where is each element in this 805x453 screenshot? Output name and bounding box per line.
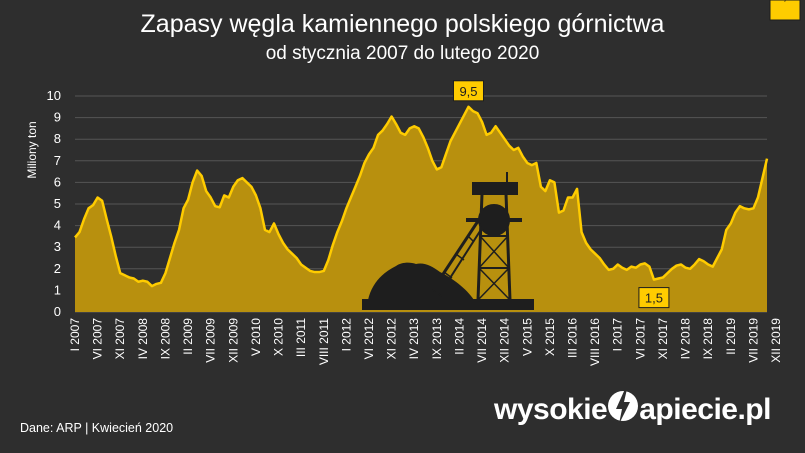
x-tick-label: VI 2012 xyxy=(362,318,376,360)
x-tick-label: VII 2019 xyxy=(746,318,760,363)
x-tick-label: XII 2019 xyxy=(769,318,783,363)
coal-mine-headframe-icon xyxy=(362,172,534,310)
value-callout: 9,5 xyxy=(452,80,484,102)
callout-label: 9,5 xyxy=(459,84,477,99)
x-tick-label: I 2017 xyxy=(611,318,625,352)
brand-left-text: wysokie xyxy=(494,393,608,426)
x-tick-label: II 2019 xyxy=(724,318,738,355)
y-tick-label: 2 xyxy=(54,261,61,276)
callout-box xyxy=(452,80,484,102)
x-tick-label: XI 2017 xyxy=(656,318,670,360)
series-area xyxy=(75,106,767,312)
y-tick-label: 4 xyxy=(54,218,61,233)
data-source-note: Dane: ARP | Kwiecień 2020 xyxy=(20,421,174,435)
callout-label: 1,5 xyxy=(645,291,663,306)
series-line xyxy=(74,105,769,288)
x-tick-label: I 2007 xyxy=(68,318,82,352)
y-tick-label: 5 xyxy=(54,196,61,211)
y-tick-label: 8 xyxy=(54,131,61,146)
x-tick-label: II 2014 xyxy=(452,318,466,355)
x-tick-labels: I 2007 VI 2007 XI 2007 IV 2008 IX 2008 II 200… xyxy=(68,318,783,366)
x-tick-label: XII 2014 xyxy=(498,318,512,363)
callout-box xyxy=(769,0,801,21)
lightning-n-icon xyxy=(608,386,639,434)
x-tick-label: V 2015 xyxy=(520,318,534,356)
x-tick-label: XI 2012 xyxy=(385,318,399,360)
x-tick-label: VIII 2011 xyxy=(317,318,331,365)
chart-subtitle: od stycznia 2007 do lutego 2020 xyxy=(265,43,540,64)
x-tick-label: III 2011 xyxy=(294,318,308,357)
x-tick-label: IV 2013 xyxy=(407,318,421,360)
callout-box xyxy=(638,287,670,309)
x-tick-label: III 2016 xyxy=(566,318,580,358)
y-tick-label: 6 xyxy=(54,174,61,189)
x-tick-label: IV 2018 xyxy=(679,318,693,360)
value-callout: 1,5 xyxy=(638,287,670,309)
x-tick-label: X 2010 xyxy=(272,318,286,356)
y-tick-label: 1 xyxy=(54,282,61,297)
y-tick-label: 3 xyxy=(54,239,61,254)
y-axis-label: Miliony ton xyxy=(25,121,39,178)
brand-logo: wysokie apiecie.pl xyxy=(494,386,771,434)
callout-label: 7,1 xyxy=(776,0,794,3)
y-tick-label: 7 xyxy=(54,153,61,168)
x-tick-label: I 2012 xyxy=(339,318,353,352)
x-tick-label: IX 2018 xyxy=(701,318,715,360)
x-tick-label: V 2010 xyxy=(249,318,263,356)
x-tick-label: XII 2009 xyxy=(226,318,240,363)
value-callout: 7,1 xyxy=(769,0,801,21)
y-tick-label: 10 xyxy=(47,88,61,103)
y-tick-label: 9 xyxy=(54,110,61,125)
x-tick-label: IX 2013 xyxy=(430,318,444,360)
brand-right-text: apiecie.pl xyxy=(639,393,771,426)
x-tick-label: VIII 2016 xyxy=(588,318,602,366)
x-tick-label: X 2015 xyxy=(543,318,557,356)
x-tick-label: IX 2008 xyxy=(158,318,172,360)
x-tick-label: XI 2007 xyxy=(113,318,127,360)
chart-title: Zapasy węgla kamiennego polskiego górnic… xyxy=(140,10,665,38)
value-callouts: 9,5 1,5 7,1 xyxy=(452,0,801,309)
x-tick-label: VII 2014 xyxy=(475,318,489,363)
x-tick-label: VII 2009 xyxy=(204,318,218,363)
y-tick-label: 0 xyxy=(54,304,61,319)
x-tick-label: VI 2007 xyxy=(91,318,105,360)
x-tick-label: II 2009 xyxy=(181,318,195,355)
x-tick-label: VI 2017 xyxy=(633,318,647,360)
x-tick-label: IV 2008 xyxy=(136,318,150,360)
y-tick-labels: 0 1 2 3 4 5 6 7 8 9 10 xyxy=(47,88,61,319)
